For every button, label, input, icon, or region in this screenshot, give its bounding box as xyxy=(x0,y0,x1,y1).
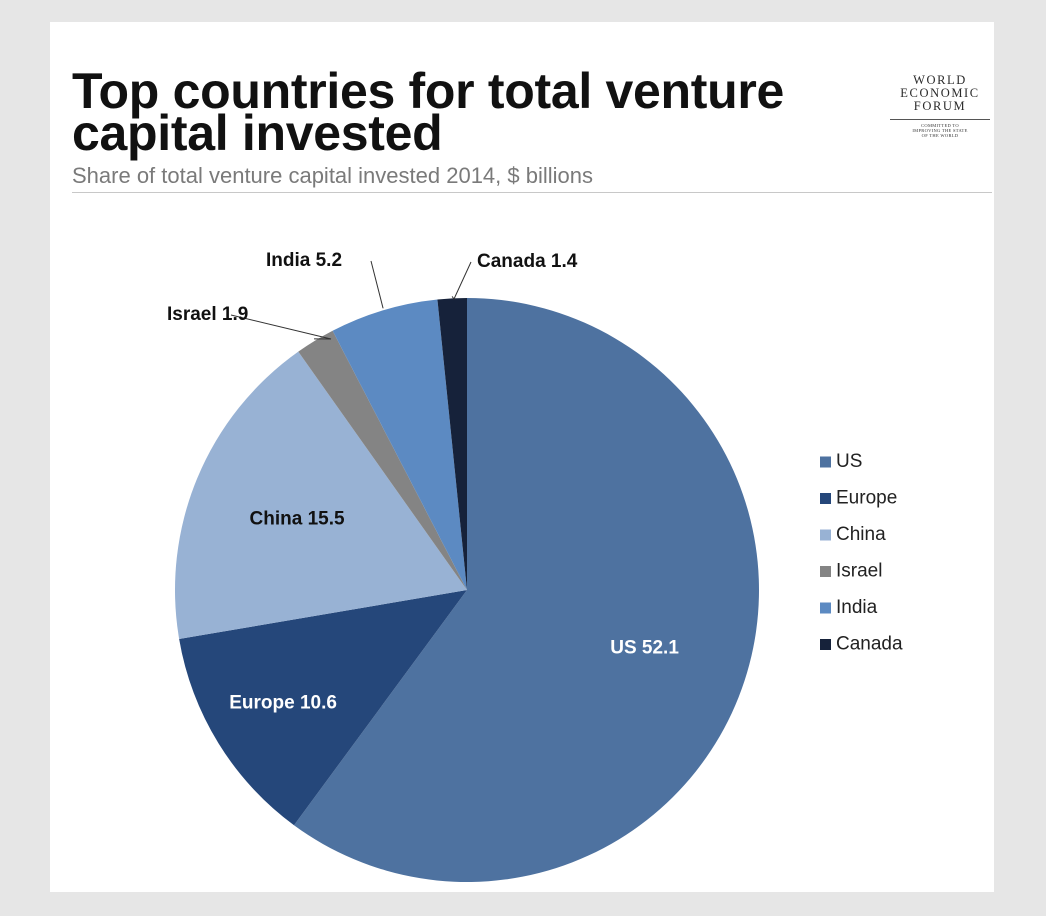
legend: US Europe China Israel India Canada xyxy=(820,451,903,655)
legend-swatch-europe xyxy=(820,493,831,504)
logo-wordmark: WORLD ECONOMIC FORUM xyxy=(888,74,992,113)
pie-slice-china xyxy=(174,351,467,639)
data-labels: US 52.1 Europe 10.6 China 15.5 Israel 1.9 In… xyxy=(167,250,679,713)
leader-line-israel xyxy=(230,314,332,340)
legend-swatch-china xyxy=(820,529,831,541)
leader-line-india xyxy=(370,260,384,309)
wef-logo: WORLD ECONOMIC FORUM COMMITTED TO IMPROV… xyxy=(888,74,992,138)
pie-slices xyxy=(174,298,759,882)
logo-tagline: COMMITTED TO IMPROVING THE STATE OF THE … xyxy=(888,123,992,138)
logo-divider xyxy=(890,119,990,120)
legend-swatch-israel xyxy=(820,566,831,577)
logo-tagline-3: OF THE WORLD xyxy=(921,133,959,138)
chart-title: Top countries for total venture capital … xyxy=(72,63,785,161)
logo-tagline-2: IMPROVING THE STATE xyxy=(912,128,968,133)
pie-slice-israel xyxy=(298,330,467,590)
data-label-us: US 52.1 xyxy=(610,637,679,658)
chart-card: Top countries for total venture capital … xyxy=(50,22,994,892)
leader-lines xyxy=(230,260,472,340)
legend-label-israel: Israel xyxy=(836,561,882,582)
pie-slice-europe xyxy=(179,590,467,826)
logo-tagline-1: COMMITTED TO xyxy=(921,123,959,128)
leader-line-canada xyxy=(451,261,472,300)
legend-swatch-us xyxy=(820,456,831,468)
legend-swatch-india xyxy=(820,602,831,614)
legend-label-us: US xyxy=(836,451,862,472)
logo-word-3: FORUM xyxy=(913,99,967,113)
chart-subtitle: Share of total venture capital invested … xyxy=(72,163,593,188)
title-divider xyxy=(72,192,992,193)
data-label-europe: Europe 10.6 xyxy=(229,692,337,713)
legend-swatch-canada xyxy=(820,639,831,650)
data-label-china: China 15.5 xyxy=(250,509,345,530)
legend-label-china: China xyxy=(836,524,886,545)
pie-slice-india xyxy=(332,299,467,590)
data-label-israel: Israel 1.9 xyxy=(167,304,248,325)
pie-slice-us xyxy=(294,298,759,882)
pie-chart: US 52.1 Europe 10.6 China 15.5 Israel 1.9 In… xyxy=(167,250,903,882)
legend-label-india: India xyxy=(836,597,878,618)
legend-label-canada: Canada xyxy=(836,634,903,655)
data-label-india: India 5.2 xyxy=(266,250,342,271)
logo-word-1: WORLD xyxy=(913,73,967,87)
data-label-canada: Canada 1.4 xyxy=(477,251,578,272)
legend-label-europe: Europe xyxy=(836,488,897,509)
pie-slice-canada xyxy=(437,298,467,590)
logo-word-2: ECONOMIC xyxy=(900,86,980,100)
